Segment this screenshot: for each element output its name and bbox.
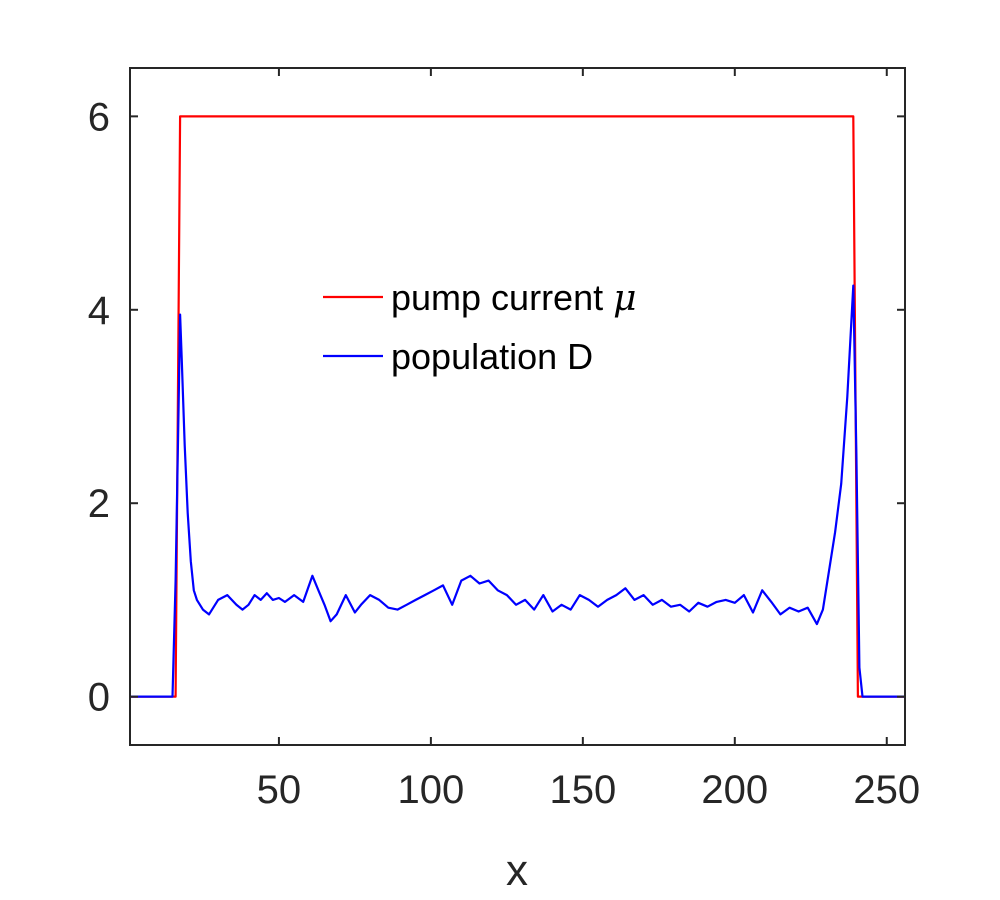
x-axis-label: x xyxy=(506,846,528,895)
y-tick-label: 0 xyxy=(88,676,110,720)
series-line-population xyxy=(130,284,905,698)
x-tick-label: 250 xyxy=(853,768,920,812)
x-tick-label: 100 xyxy=(398,768,465,812)
x-tick-label: 50 xyxy=(257,768,302,812)
x-tick-label: 200 xyxy=(701,768,768,812)
legend-label: pump current μ xyxy=(391,277,637,319)
x-tick-label: 150 xyxy=(549,768,616,812)
axes-box xyxy=(129,67,906,746)
legend: pump current μ population D xyxy=(323,277,637,377)
y-tick-label: 2 xyxy=(88,482,110,526)
x-axis-ticks: 50 100 150 200 250 xyxy=(257,68,920,812)
y-tick-label: 4 xyxy=(88,289,110,333)
legend-label: population D xyxy=(391,336,593,377)
y-tick-label: 6 xyxy=(88,95,110,139)
y-axis-ticks: 0 2 4 6 xyxy=(88,95,905,720)
plot-lines xyxy=(130,115,905,698)
